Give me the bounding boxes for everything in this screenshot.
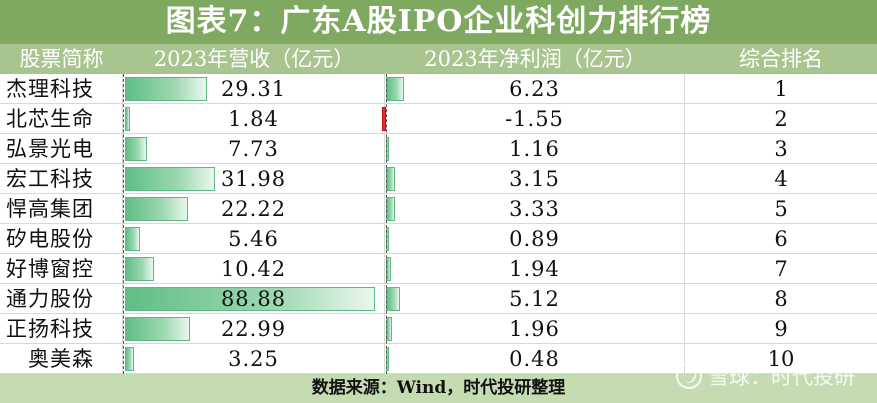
revenue-cell: 29.31: [123, 74, 385, 104]
net-profit-cell: 6.23: [385, 74, 685, 104]
rank-value: 10: [767, 347, 795, 371]
revenue-value: 3.25: [228, 347, 279, 371]
revenue-bar: [125, 227, 141, 251]
page-title: 图表7：广东A股IPO企业科创力排行榜: [0, 0, 877, 44]
net-profit-cell: 1.96: [385, 314, 685, 344]
header-revenue: 2023年营收（亿元）: [153, 47, 355, 71]
table-row: 奥美森 3.25 0.48 10: [0, 344, 877, 374]
revenue-cell: 10.42: [123, 254, 385, 284]
revenue-value: 1.84: [228, 107, 279, 131]
revenue-bar: [125, 287, 375, 311]
rank-value: 8: [774, 287, 788, 311]
revenue-cell: 22.99: [123, 314, 385, 344]
table-row: 悍高集团 22.22 3.33 5: [0, 194, 877, 224]
table-row: 北芯生命 1.84 -1.55 2: [0, 104, 877, 134]
revenue-axis: [123, 74, 124, 374]
revenue-bar: [125, 347, 135, 371]
table-row: 通力股份 88.88 5.12 8: [0, 284, 877, 314]
source-note: 数据来源：Wind，时代投研整理: [0, 374, 877, 403]
revenue-cell: 7.73: [123, 134, 385, 164]
revenue-value: 10.42: [220, 257, 287, 281]
net-profit-cell: 0.89: [385, 224, 685, 254]
stock-name: 正扬科技: [0, 314, 123, 344]
revenue-cell: 22.22: [123, 194, 385, 224]
revenue-value: 22.99: [220, 317, 287, 341]
revenue-cell: 5.46: [123, 224, 385, 254]
stock-name: 弘景光电: [0, 134, 123, 164]
net-profit-cell: 5.12: [385, 284, 685, 314]
rank-value: 1: [774, 77, 788, 101]
net-profit-axis: [386, 74, 387, 374]
stock-name: 奥美森: [0, 344, 123, 374]
table-row: 正扬科技 22.99 1.96 9: [0, 314, 877, 344]
revenue-bar: [125, 167, 215, 191]
revenue-bar: [125, 107, 131, 131]
rank-value: 6: [774, 227, 788, 251]
stock-name: 宏工科技: [0, 164, 123, 194]
net-profit-cell: 3.15: [385, 164, 685, 194]
rank-value: 5: [774, 197, 788, 221]
header-net-profit: 2023年净利润（亿元）: [424, 47, 646, 71]
header-name: 股票简称: [19, 47, 104, 71]
stock-name: 通力股份: [0, 284, 123, 314]
revenue-bar: [125, 197, 188, 221]
watermark-text: 雪球：时代投研: [708, 365, 855, 389]
revenue-bar: [125, 77, 208, 101]
net-profit-value: 6.23: [509, 77, 560, 101]
net-profit-value: 5.12: [509, 287, 560, 311]
revenue-value: 88.88: [220, 287, 287, 311]
net-profit-cell: 1.16: [385, 134, 685, 164]
net-profit-value: 1.16: [509, 137, 560, 161]
table-row: 矽电股份 5.46 0.89 6: [0, 224, 877, 254]
net-profit-value: 3.33: [509, 197, 560, 221]
revenue-bar: [125, 257, 155, 281]
revenue-value: 5.46: [228, 227, 279, 251]
revenue-value: 31.98: [220, 167, 287, 191]
rank-value: 9: [774, 317, 788, 341]
table-row: 好博窗控 10.42 1.94 7: [0, 254, 877, 284]
net-profit-bar: [381, 107, 386, 131]
stock-name: 北芯生命: [0, 104, 123, 134]
revenue-value: 29.31: [220, 77, 287, 101]
net-profit-value: -1.55: [505, 107, 564, 131]
header-rank: 综合排名: [739, 47, 823, 71]
net-profit-cell: -1.55: [381, 104, 685, 134]
revenue-bar: [125, 317, 190, 341]
rank-value: 2: [774, 107, 788, 131]
net-profit-cell: 3.33: [385, 194, 685, 224]
table-row: 宏工科技 31.98 3.15 4: [0, 164, 877, 194]
net-profit-value: 1.94: [509, 257, 560, 281]
snowball-logo-icon: [676, 363, 702, 389]
table-row: 弘景光电 7.73 1.16 3: [0, 134, 877, 164]
rank-value: 3: [774, 137, 788, 161]
revenue-value: 22.22: [220, 197, 287, 221]
net-profit-value: 0.48: [509, 347, 560, 371]
net-profit-cell: 0.48: [385, 344, 685, 374]
revenue-bar: [125, 137, 147, 161]
net-profit-value: 1.96: [509, 317, 560, 341]
table-row: 杰理科技 29.31 6.23 1: [0, 74, 877, 104]
stock-name: 矽电股份: [0, 224, 123, 254]
revenue-value: 7.73: [228, 137, 279, 161]
rank-value: 7: [774, 257, 788, 281]
stock-name: 悍高集团: [0, 194, 123, 224]
net-profit-value: 0.89: [509, 227, 560, 251]
revenue-cell: 88.88: [123, 284, 385, 314]
stock-name: 杰理科技: [0, 74, 123, 104]
revenue-cell: 31.98: [123, 164, 385, 194]
rank-value: 4: [774, 167, 788, 191]
revenue-cell: 1.84: [123, 104, 385, 134]
watermark: 雪球：时代投研: [676, 358, 855, 394]
stock-name: 好博窗控: [0, 254, 123, 284]
table-header: 股票简称 2023年营收（亿元） 2023年净利润（亿元） 综合排名: [0, 44, 877, 74]
net-profit-cell: 1.94: [385, 254, 685, 284]
revenue-cell: 3.25: [123, 344, 385, 374]
net-profit-value: 3.15: [509, 167, 560, 191]
